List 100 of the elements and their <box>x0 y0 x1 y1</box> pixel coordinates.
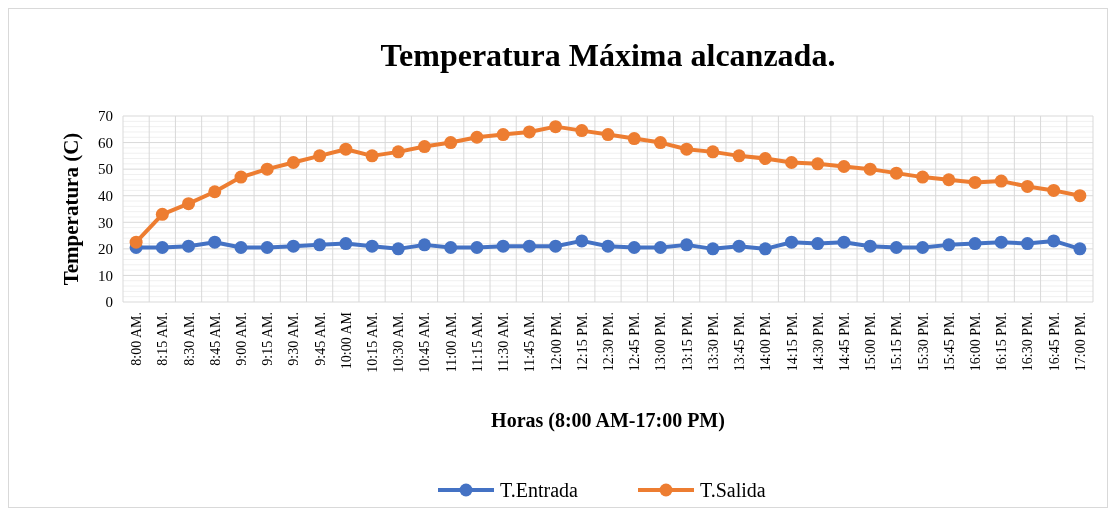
point <box>601 128 615 142</box>
point <box>706 242 720 256</box>
point <box>365 239 379 253</box>
x-tick-label: 16:15 PM. <box>994 312 1010 372</box>
point <box>758 152 772 166</box>
point <box>811 157 825 171</box>
x-tick-label: 16:30 PM. <box>1020 312 1036 372</box>
point <box>811 237 825 251</box>
point <box>339 142 353 156</box>
point <box>968 237 982 251</box>
x-tick-label: 14:15 PM. <box>784 312 800 372</box>
point <box>182 197 196 211</box>
x-tick-label: 11:30 AM. <box>496 312 512 373</box>
point <box>653 136 667 150</box>
point <box>994 235 1008 249</box>
x-tick-label: 17:00 PM. <box>1072 312 1088 372</box>
point <box>653 241 667 255</box>
point <box>601 239 615 253</box>
x-tick-label: 12:45 PM. <box>627 312 643 372</box>
point <box>889 166 903 180</box>
x-tick-label: 14:45 PM. <box>836 312 852 372</box>
point <box>1020 179 1034 193</box>
point <box>1020 237 1034 251</box>
point <box>994 174 1008 188</box>
y-tick-label: 60 <box>98 134 113 151</box>
x-tick-label: 10:45 AM. <box>417 312 433 373</box>
point <box>863 239 877 253</box>
x-tick-label: 9:00 AM. <box>233 312 249 366</box>
point <box>129 235 143 249</box>
point <box>496 239 510 253</box>
point <box>785 235 799 249</box>
point <box>208 235 222 249</box>
point <box>182 239 196 253</box>
point <box>680 142 694 156</box>
point <box>417 140 431 154</box>
legend-label: T.Entrada <box>500 479 579 501</box>
point <box>1073 189 1087 203</box>
x-tick-label: 15:45 PM. <box>941 312 957 372</box>
x-tick-label: 10:00 AM <box>338 311 354 370</box>
point <box>417 238 431 252</box>
point <box>339 237 353 251</box>
x-tick-label: 12:15 PM. <box>574 312 590 372</box>
legend-label: T.Salida <box>700 479 766 501</box>
point <box>575 234 589 248</box>
point <box>444 241 458 255</box>
x-tick-label: 13:00 PM. <box>653 312 669 372</box>
x-tick-label: 15:15 PM. <box>889 312 905 372</box>
point <box>155 241 169 255</box>
point <box>234 170 248 184</box>
x-tick-label: 9:15 AM. <box>260 312 276 366</box>
y-tick-label: 10 <box>98 267 113 284</box>
y-tick-label: 40 <box>98 187 113 204</box>
point <box>391 242 405 256</box>
point <box>365 149 379 163</box>
x-tick-label: 13:15 PM. <box>679 312 695 372</box>
x-tick-label: 9:30 AM. <box>286 312 302 366</box>
point <box>1073 242 1087 256</box>
x-tick-label: 15:30 PM. <box>915 312 931 372</box>
x-tick-label: 12:00 PM. <box>548 312 564 372</box>
point <box>863 162 877 176</box>
point <box>785 156 799 169</box>
x-tick-label: 16:45 PM. <box>1046 312 1062 372</box>
x-tick-label: 11:00 AM. <box>443 312 459 373</box>
x-tick-label: 16:00 PM. <box>968 312 984 372</box>
x-tick-label: 14:30 PM. <box>810 312 826 372</box>
point <box>155 207 169 221</box>
point <box>313 149 327 163</box>
point <box>575 124 589 138</box>
point <box>313 238 327 252</box>
point <box>732 239 746 253</box>
x-tick-label: 13:30 PM. <box>705 312 721 372</box>
x-tick-label: 8:15 AM. <box>155 312 171 366</box>
x-tick-label: 9:45 AM. <box>312 312 328 366</box>
x-tick-label: 13:45 PM. <box>732 312 748 372</box>
x-axis-title: Horas (8:00 AM-17:00 PM) <box>491 409 725 432</box>
point <box>549 239 563 253</box>
point <box>837 235 851 249</box>
point <box>470 241 484 255</box>
y-tick-label: 0 <box>105 294 113 311</box>
x-tick-label: 11:45 AM. <box>522 312 538 373</box>
point <box>549 120 563 134</box>
point <box>496 128 510 142</box>
x-tick-label: 15:00 PM. <box>863 312 879 372</box>
point <box>732 149 746 163</box>
x-tick-label: 10:30 AM. <box>391 312 407 373</box>
point <box>234 241 248 255</box>
point <box>286 239 300 253</box>
y-tick-label: 50 <box>98 161 113 178</box>
point <box>627 132 641 146</box>
point <box>1047 234 1061 248</box>
x-tick-label: 14:00 PM. <box>758 312 774 372</box>
point <box>680 238 694 252</box>
point <box>286 156 300 169</box>
point <box>758 242 772 256</box>
point <box>942 173 956 187</box>
point <box>260 241 274 255</box>
point <box>942 238 956 252</box>
point <box>968 175 982 189</box>
x-tick-label: 8:45 AM. <box>207 312 223 366</box>
x-tick-label: 11:15 AM. <box>469 312 485 373</box>
